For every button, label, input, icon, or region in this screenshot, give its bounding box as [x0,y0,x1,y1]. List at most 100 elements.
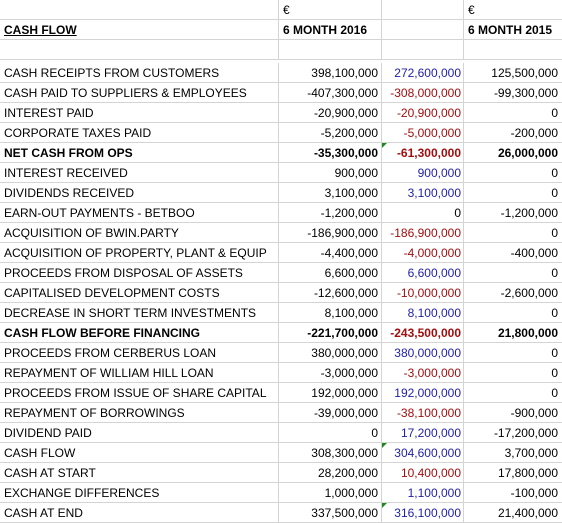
value-2016[interactable]: -39,000,000 [279,403,382,423]
row-label[interactable]: NET CASH FROM OPS [0,143,279,163]
value-comparison[interactable]: 6,600,000 [382,263,464,283]
value-2015[interactable]: 0 [464,383,562,403]
value-2015[interactable]: 0 [464,103,562,123]
value-2015[interactable]: -2,600,000 [464,283,562,303]
value-2016[interactable]: 0 [279,423,382,443]
value-2015[interactable]: 3,700,000 [464,443,562,463]
value-comparison[interactable]: -186,900,000 [382,223,464,243]
period-2016[interactable]: 6 MONTH 2016 [279,20,382,40]
value-2016[interactable]: 900,000 [279,163,382,183]
value-2016[interactable]: 8,100,000 [279,303,382,323]
value-2016[interactable]: -4,400,000 [279,243,382,263]
value-2015[interactable]: 0 [464,223,562,243]
empty-cell[interactable] [464,40,562,60]
value-2016[interactable]: -35,300,000 [279,143,382,163]
value-comparison[interactable]: -4,000,000 [382,243,464,263]
value-2015[interactable]: -100,000 [464,483,562,503]
empty-cell[interactable] [279,40,382,60]
row-label[interactable]: PROCEEDS FROM CERBERUS LOAN [0,343,279,363]
value-2015[interactable]: 0 [464,163,562,183]
value-comparison[interactable]: -10,000,000 [382,283,464,303]
value-comparison[interactable]: -243,500,000 [382,323,464,343]
row-label[interactable]: CASH FLOW [0,443,279,463]
value-comparison[interactable]: 192,000,000 [382,383,464,403]
value-2015[interactable]: -1,200,000 [464,203,562,223]
value-comparison[interactable]: 17,200,000 [382,423,464,443]
value-2016[interactable]: 3,100,000 [279,183,382,203]
value-comparison[interactable]: 900,000 [382,163,464,183]
value-2016[interactable]: -3,000,000 [279,363,382,383]
value-comparison[interactable]: -5,000,000 [382,123,464,143]
value-2016[interactable]: 1,000,000 [279,483,382,503]
empty-cell[interactable] [0,40,279,60]
value-2016[interactable]: 380,000,000 [279,343,382,363]
value-2015[interactable]: 0 [464,263,562,283]
value-comparison[interactable]: 8,100,000 [382,303,464,323]
row-label[interactable]: ACQUISITION OF BWIN.PARTY [0,223,279,243]
row-label[interactable]: CASH RECEIPTS FROM CUSTOMERS [0,63,279,83]
empty-cell[interactable] [382,40,464,60]
value-2015[interactable]: 125,500,000 [464,63,562,83]
row-label[interactable]: DIVIDEND PAID [0,423,279,443]
value-2015[interactable]: 17,800,000 [464,463,562,483]
value-2016[interactable]: 28,200,000 [279,463,382,483]
value-2015[interactable]: 21,400,000 [464,503,562,523]
value-2016[interactable]: 337,500,000 [279,503,382,523]
row-label[interactable]: DIVIDENDS RECEIVED [0,183,279,203]
value-2015[interactable]: 0 [464,343,562,363]
value-comparison[interactable]: 304,600,000 [382,443,464,463]
value-2015[interactable]: -900,000 [464,403,562,423]
value-comparison[interactable]: -308,000,000 [382,83,464,103]
row-label[interactable]: CASH FLOW BEFORE FINANCING [0,323,279,343]
value-2016[interactable]: -20,900,000 [279,103,382,123]
period-2015[interactable]: 6 MONTH 2015 [464,20,562,40]
value-2016[interactable]: 6,600,000 [279,263,382,283]
value-comparison[interactable]: 316,100,000 [382,503,464,523]
value-2016[interactable]: -12,600,000 [279,283,382,303]
value-comparison[interactable]: 0 [382,203,464,223]
value-2015[interactable]: -200,000 [464,123,562,143]
value-2016[interactable]: -5,200,000 [279,123,382,143]
sheet-title[interactable]: CASH FLOW [0,20,279,40]
row-label[interactable]: PROCEEDS FROM DISPOSAL OF ASSETS [0,263,279,283]
row-label[interactable]: INTEREST RECEIVED [0,163,279,183]
value-2015[interactable]: 0 [464,363,562,383]
value-comparison[interactable]: 1,100,000 [382,483,464,503]
row-label[interactable]: PROCEEDS FROM ISSUE OF SHARE CAPITAL [0,383,279,403]
value-comparison[interactable]: -3,000,000 [382,363,464,383]
value-2015[interactable]: -99,300,000 [464,83,562,103]
currency-2015[interactable]: € [464,0,562,20]
value-comparison[interactable]: 380,000,000 [382,343,464,363]
row-label[interactable]: CASH PAID TO SUPPLIERS & EMPLOYEES [0,83,279,103]
value-2015[interactable]: -17,200,000 [464,423,562,443]
value-2016[interactable]: 192,000,000 [279,383,382,403]
empty-cell[interactable] [382,20,464,40]
row-label[interactable]: ACQUISITION OF PROPERTY, PLANT & EQUIP [0,243,279,263]
value-comparison[interactable]: -38,100,000 [382,403,464,423]
value-comparison[interactable]: 3,100,000 [382,183,464,203]
row-label[interactable]: DECREASE IN SHORT TERM INVESTMENTS [0,303,279,323]
row-label[interactable]: REPAYMENT OF WILLIAM HILL LOAN [0,363,279,383]
row-label[interactable]: EARN-OUT PAYMENTS - BETBOO [0,203,279,223]
value-2016[interactable]: -407,300,000 [279,83,382,103]
value-2015[interactable]: -400,000 [464,243,562,263]
row-label[interactable]: CASH AT START [0,463,279,483]
value-2016[interactable]: -1,200,000 [279,203,382,223]
row-label[interactable]: CASH AT END [0,503,279,523]
value-comparison[interactable]: 272,600,000 [382,63,464,83]
currency-2016[interactable]: € [279,0,382,20]
value-2015[interactable]: 0 [464,303,562,323]
empty-cell[interactable] [0,0,279,20]
value-2016[interactable]: 308,300,000 [279,443,382,463]
value-2016[interactable]: -186,900,000 [279,223,382,243]
row-label[interactable]: EXCHANGE DIFFERENCES [0,483,279,503]
row-label[interactable]: INTEREST PAID [0,103,279,123]
empty-cell[interactable] [382,0,464,20]
value-comparison[interactable]: 10,400,000 [382,463,464,483]
value-comparison[interactable]: -61,300,000 [382,143,464,163]
value-2016[interactable]: 398,100,000 [279,63,382,83]
row-label[interactable]: REPAYMENT OF BORROWINGS [0,403,279,423]
value-2015[interactable]: 26,000,000 [464,143,562,163]
value-2015[interactable]: 21,800,000 [464,323,562,343]
row-label[interactable]: CORPORATE TAXES PAID [0,123,279,143]
